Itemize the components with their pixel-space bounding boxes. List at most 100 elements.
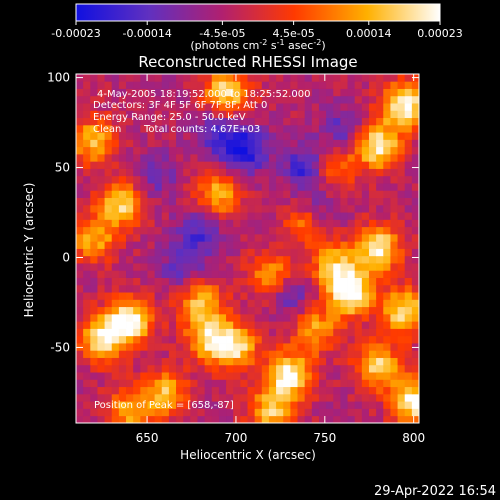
heatmap-cell (276, 183, 284, 191)
heatmap-cell (411, 299, 419, 308)
heatmap-cell (204, 146, 213, 155)
heatmap-cell (140, 241, 148, 249)
heatmap-cell (283, 168, 291, 177)
heatmap-cell (318, 343, 327, 351)
heatmap-cell (333, 233, 341, 242)
heatmap-cell (168, 132, 177, 140)
heatmap-cell (397, 241, 406, 249)
heatmap-cell (240, 343, 248, 351)
heatmap-cell (326, 95, 334, 104)
heatmap-cell (140, 81, 148, 89)
heatmap-cell (140, 175, 148, 184)
heatmap-cell (97, 343, 105, 351)
heatmap-cell (226, 401, 234, 409)
heatmap-cell (297, 263, 306, 271)
heatmap-cell (376, 117, 384, 126)
heatmap-cell (76, 313, 84, 322)
heatmap-cell (126, 386, 134, 395)
heatmap-cell (390, 117, 398, 126)
heatmap-cell (340, 306, 348, 315)
heatmap-cell (190, 277, 198, 286)
heatmap-cell (161, 212, 170, 220)
heatmap-cell (254, 81, 263, 89)
heatmap-cell (376, 139, 384, 148)
heatmap-cell (183, 401, 191, 409)
heatmap-cell (197, 212, 206, 220)
heatmap-cell (97, 299, 105, 308)
heatmap-cell (318, 386, 327, 395)
heatmap-cell (111, 219, 120, 228)
heatmap-cell (326, 328, 334, 337)
heatmap-cell (168, 255, 177, 264)
heatmap-cell (133, 88, 141, 97)
heatmap-cell (261, 183, 270, 191)
heatmap-cell (104, 364, 113, 373)
heatmap-cell (340, 139, 348, 148)
heatmap-cell (283, 364, 291, 373)
heatmap-cell (168, 146, 177, 155)
heatmap-cell (404, 335, 413, 344)
heatmap-cell (404, 343, 413, 351)
heatmap-cell (404, 313, 413, 322)
heatmap-cell (397, 132, 406, 140)
heatmap-cell (97, 372, 105, 380)
heatmap-cell (333, 124, 341, 133)
heatmap-cell (111, 190, 120, 198)
heatmap-cell (404, 81, 413, 89)
heatmap-cell (90, 226, 98, 235)
heatmap-cell (376, 95, 384, 104)
heatmap-cell (218, 343, 227, 351)
heatmap-cell (361, 313, 370, 322)
heatmap-cell (376, 88, 384, 97)
heatmap-cell (283, 284, 291, 293)
heatmap-cell (111, 379, 120, 388)
heatmap-cell (268, 386, 277, 395)
heatmap-cell (140, 292, 148, 300)
heatmap-cell (390, 190, 398, 198)
heatmap-cell (290, 212, 298, 220)
heatmap-cell (247, 117, 256, 126)
heatmap-cell (226, 284, 234, 293)
heatmap-cell (297, 321, 306, 329)
heatmap-cell (183, 175, 191, 184)
heatmap-cell (161, 161, 170, 169)
heatmap-cell (333, 270, 341, 278)
heatmap-cell (261, 335, 270, 344)
heatmap-cell (318, 299, 327, 308)
heatmap-cell (111, 393, 120, 402)
heatmap-cell (297, 204, 306, 213)
heatmap-cell (197, 255, 206, 264)
heatmap-cell (76, 364, 84, 373)
heatmap-cell (390, 263, 398, 271)
heatmap-cell (340, 343, 348, 351)
heatmap-cell (290, 328, 298, 337)
heatmap-cell (147, 190, 156, 198)
heatmap-cell (211, 241, 220, 249)
heatmap-cell (111, 146, 120, 155)
heatmap-cell (168, 343, 177, 351)
heatmap-cell (190, 401, 198, 409)
heatmap-cell (76, 328, 84, 337)
heatmap-cell (347, 88, 356, 97)
heatmap-cell (397, 364, 406, 373)
heatmap-cell (283, 306, 291, 315)
heatmap-cell (126, 372, 134, 380)
heatmap-cell (161, 124, 170, 133)
heatmap-cell (297, 81, 306, 89)
heatmap-cell (218, 408, 227, 417)
heatmap-cell (383, 299, 391, 308)
heatmap-cell (290, 190, 298, 198)
heatmap-cell (283, 88, 291, 97)
heatmap-cell (126, 241, 134, 249)
heatmap-cell (111, 255, 120, 264)
heatmap-cell (397, 139, 406, 148)
heatmap-cell (311, 350, 320, 358)
heatmap-cell (97, 139, 105, 148)
heatmap-cell (118, 343, 127, 351)
heatmap-cell (318, 241, 327, 249)
heatmap-cell (261, 306, 270, 315)
heatmap-cell (340, 292, 348, 300)
heatmap-cell (190, 357, 198, 366)
heatmap-cell (133, 197, 141, 206)
heatmap-cell (404, 139, 413, 148)
